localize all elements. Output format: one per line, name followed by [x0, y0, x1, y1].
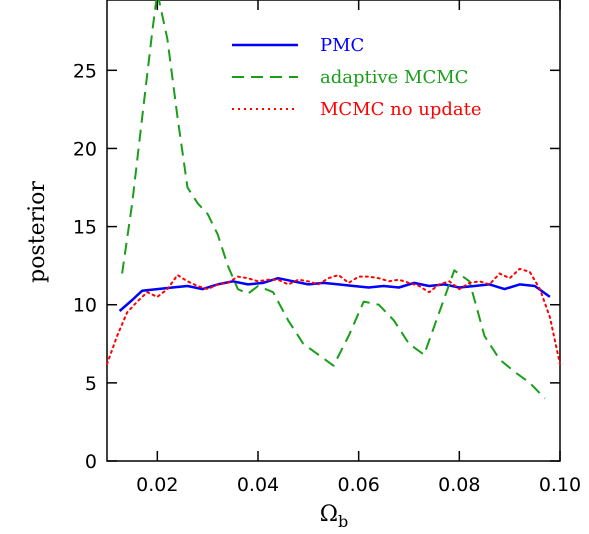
series-line-mcmc-no-update — [106, 267, 561, 366]
x-tick-label: 0.10 — [539, 474, 581, 496]
series-line-pmc — [118, 276, 551, 312]
y-tick-label: 15 — [73, 217, 97, 239]
series-layer — [106, 0, 561, 400]
x-axis-label-subscript: b — [338, 512, 348, 531]
legend-label-mcmc-no-update: MCMC no update — [320, 99, 482, 120]
y-tick-label: 25 — [73, 60, 97, 82]
plot-frame — [106, 0, 561, 462]
x-tick-label: 0.02 — [136, 474, 178, 496]
x-axis-label-main: Ω — [320, 502, 338, 527]
legend-label-pmc: PMC — [320, 35, 364, 56]
series-line-adaptive-mcmc — [121, 0, 546, 400]
x-axis-ticks: 0.02 0.04 0.06 0.08 0.10 — [136, 0, 581, 496]
legend: PMC adaptive MCMC MCMC no update — [232, 35, 482, 120]
y-tick-label: 0 — [85, 451, 97, 473]
y-axis-ticks: 0 5 10 15 20 25 — [73, 60, 560, 473]
x-tick-label: 0.06 — [338, 474, 380, 496]
x-tick-label: 0.08 — [438, 474, 480, 496]
x-axis-label: Ωb — [320, 502, 349, 531]
y-axis-label: posterior — [25, 181, 50, 283]
y-tick-label: 5 — [85, 373, 97, 395]
x-tick-label: 0.04 — [237, 474, 279, 496]
y-tick-label: 20 — [73, 138, 97, 160]
y-tick-label: 10 — [73, 295, 97, 317]
legend-label-adaptive-mcmc: adaptive MCMC — [320, 67, 468, 88]
